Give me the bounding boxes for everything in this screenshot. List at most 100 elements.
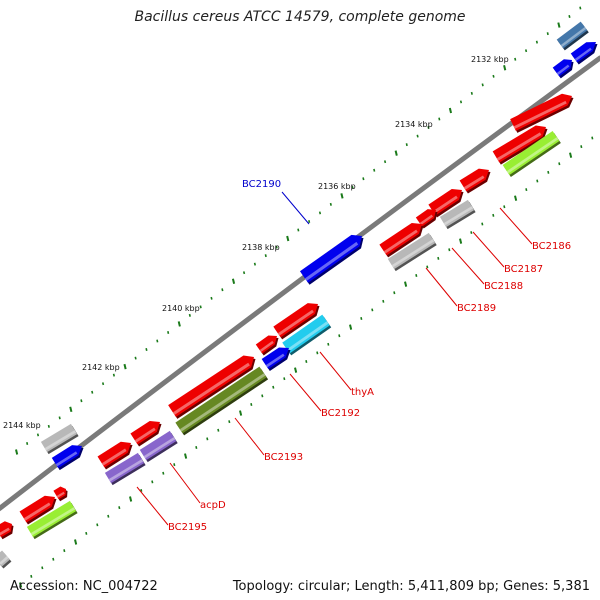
gene-label-bc2193[interactable]: BC2193	[264, 452, 303, 463]
forward-gene-bar[interactable]	[415, 209, 436, 227]
outer-tick	[318, 211, 322, 215]
outer-tick	[101, 382, 105, 386]
ruler-tick-label: 2136 kbp	[318, 182, 356, 191]
inner-tick	[338, 334, 341, 338]
inner-tick	[558, 162, 561, 166]
inner-tick	[316, 351, 319, 355]
cog-bar[interactable]	[282, 314, 330, 354]
cog-bar-highlight	[108, 459, 144, 482]
outer-tick	[546, 32, 549, 36]
ruler-tick-label: 2138 kbp	[242, 243, 280, 252]
outer-tick	[524, 49, 528, 53]
outer-tick	[112, 373, 115, 377]
inner-tick	[184, 453, 188, 459]
reverse-gene-bar-highlight	[304, 241, 359, 281]
outer-tick	[470, 91, 473, 95]
cog-bar[interactable]	[502, 131, 560, 175]
gene-label-bc2189[interactable]: BC2189	[457, 303, 496, 314]
map-title: Bacillus cereus ATCC 14579, complete gen…	[134, 9, 466, 25]
gene-label-bc2186[interactable]: BC2186	[532, 241, 571, 252]
outer-tick	[177, 321, 181, 327]
gene-label-leader	[289, 373, 322, 412]
gene-label-bc2192[interactable]: BC2192	[321, 408, 360, 419]
inner-tick	[107, 514, 110, 518]
cog-bar-highlight	[443, 206, 474, 226]
reverse-gene-bar-highlight	[556, 64, 570, 75]
reverse-gene-bar-highlight	[55, 451, 78, 467]
outer-tick	[242, 271, 246, 275]
outer-tick	[514, 57, 517, 61]
forward-gene-bar[interactable]	[53, 486, 66, 500]
inner-tick	[30, 574, 33, 578]
inner-tick	[305, 360, 308, 363]
gene-features	[0, 21, 600, 569]
inner-tick	[63, 549, 66, 553]
inner-tick	[536, 179, 539, 183]
outer-tick	[26, 441, 29, 445]
inner-tick	[415, 274, 418, 278]
accession-info: Accession: NC_004722	[10, 579, 158, 594]
outer-tick	[329, 202, 332, 206]
reverse-gene-bar[interactable]	[299, 234, 362, 283]
inner-tick	[404, 281, 408, 287]
inner-tick	[294, 367, 298, 373]
gene-label-leader	[319, 351, 352, 391]
inner-tick	[283, 377, 286, 381]
outer-tick	[448, 107, 453, 114]
inner-tick	[261, 394, 264, 398]
ruler-tick-label: 2132 kbp	[471, 55, 509, 64]
inner-tick	[349, 324, 353, 330]
inner-tick	[206, 437, 209, 441]
topology-value: circular	[297, 579, 346, 594]
outer-tick	[231, 278, 236, 284]
gene-label-bc2188[interactable]: BC2188	[484, 281, 523, 292]
outer-tick	[416, 134, 419, 138]
forward-gene-bar-highlight	[101, 448, 127, 466]
outer-tick	[557, 22, 561, 28]
gene-label-bc2187[interactable]: BC2187	[504, 264, 543, 275]
inner-tick	[503, 205, 506, 209]
inner-tick	[74, 539, 78, 545]
cog-bar[interactable]	[387, 232, 436, 270]
outer-tick	[459, 100, 463, 104]
inner-tick	[327, 342, 330, 346]
gene-label-leader	[169, 462, 201, 504]
inner-tick	[217, 428, 220, 432]
inner-tick	[448, 248, 451, 252]
outer-tick	[91, 390, 94, 394]
outer-tick	[36, 433, 40, 437]
outer-tick	[221, 288, 224, 292]
cog-bar[interactable]	[556, 21, 588, 49]
forward-gene-bar[interactable]	[255, 335, 277, 354]
cog-bar[interactable]	[175, 366, 267, 434]
inner-tick	[41, 566, 44, 570]
cog-bar-highlight	[560, 27, 587, 47]
outer-tick	[351, 185, 354, 189]
inner-tick	[514, 195, 518, 201]
outer-tick	[156, 339, 159, 343]
inner-tick	[96, 523, 99, 527]
gene-labels: BC2186 BC2187 BC2188 BC2189 BC2190 thyA BC2192…	[136, 179, 571, 533]
cog-bar[interactable]	[139, 430, 177, 461]
gene-label-acpd[interactable]: acpD	[200, 500, 226, 511]
inner-tick	[272, 385, 275, 389]
gene-label-leader	[472, 231, 505, 268]
inner-tick	[492, 213, 495, 217]
outer-tick	[123, 363, 127, 370]
outer-tick	[264, 254, 267, 258]
gene-label-bc2190[interactable]: BC2190	[242, 179, 281, 190]
gene-label-thya[interactable]: thyA	[351, 387, 374, 398]
outer-tick	[145, 348, 148, 352]
topology-label: Topology:	[232, 579, 294, 594]
gene-label-bc2195[interactable]: BC2195	[168, 522, 207, 533]
inner-tick	[569, 152, 573, 158]
inner-tick	[382, 299, 385, 303]
reverse-gene-bar[interactable]	[552, 59, 572, 77]
outer-tick	[427, 126, 430, 130]
forward-gene-bar-highlight	[463, 175, 485, 190]
inner-tick	[470, 231, 473, 235]
gene-label-leader	[281, 191, 310, 225]
outer-tick	[481, 83, 484, 87]
inner-tick	[525, 188, 528, 192]
outer-tick	[373, 168, 376, 172]
